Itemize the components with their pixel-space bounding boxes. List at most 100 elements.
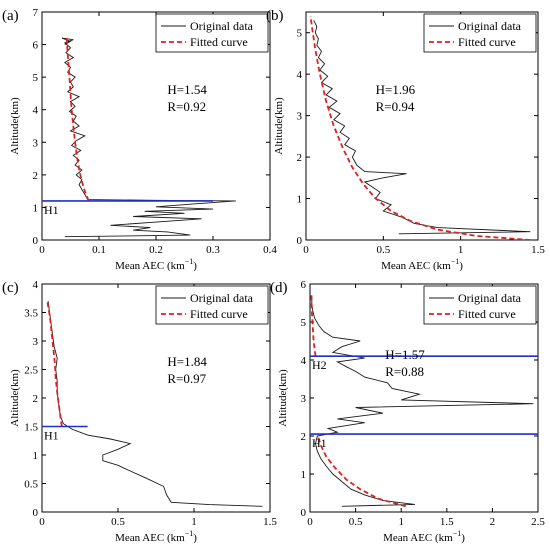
y-tick-label: 0	[301, 507, 307, 519]
y-axis-label: Altitude(km)	[277, 369, 289, 427]
y-tick-label: 0	[33, 235, 39, 247]
y-tick-label: 5	[297, 28, 303, 40]
y-tick-label: 4	[33, 105, 39, 117]
x-tick-label: 0.1	[92, 244, 106, 256]
x-axis-label: Mean AEC (km−1)	[115, 257, 197, 272]
x-axis-label-text: Mean AEC (km	[383, 532, 453, 544]
x-tick-label: 1.5	[440, 516, 454, 528]
plot-area	[42, 300, 263, 507]
series-line-1	[316, 433, 407, 508]
plot-area	[310, 295, 538, 508]
x-axis-label: Mean AEC (km−1)	[383, 529, 465, 544]
legend-entry: Fitted curve	[190, 35, 248, 49]
legend-entry: Original data	[458, 19, 522, 33]
panel-label: (a)	[2, 8, 19, 24]
y-tick-label: 2	[297, 152, 303, 164]
x-tick-label: 1	[191, 516, 197, 528]
y-axis-label: Altitude(km)	[9, 97, 21, 155]
y-tick-label: 2	[33, 393, 39, 405]
x-axis-label-close: )	[193, 532, 197, 544]
x-axis-label-close: )	[193, 260, 197, 272]
y-tick-label: 2	[301, 431, 307, 443]
legend-entry: Original data	[190, 19, 254, 33]
x-axis-label-text: Mean AEC (km	[381, 260, 451, 272]
plot-area	[42, 37, 236, 238]
annotation: H=1.57	[385, 347, 425, 362]
x-axis-label-sup: −1	[451, 257, 460, 266]
chart-panel-0: 0 0.1 0.2 0.3 0.4 0 1 2 3 4 5 6 7 Mean AEC (km−1) Alti…	[2, 7, 277, 272]
h-marker-label: H2	[312, 358, 327, 372]
series-line-2	[310, 295, 317, 357]
y-tick-label: 4	[33, 279, 39, 291]
y-tick-label: 6	[301, 279, 307, 291]
x-axis-label-text: Mean AEC (km	[115, 532, 185, 544]
series-line-0	[311, 295, 534, 507]
series-line-1	[309, 15, 531, 240]
x-axis-label: Mean AEC (km−1)	[381, 257, 463, 272]
y-tick-label: 4	[301, 355, 307, 367]
x-axis-label-text: Mean AEC (km	[115, 260, 185, 272]
legend: Original data Fitted curve	[155, 13, 269, 53]
y-tick-label: 0.5	[24, 479, 38, 491]
x-tick-label: 0.4	[263, 244, 277, 256]
series-line-1	[46, 300, 63, 427]
y-tick-label: 1.5	[24, 422, 38, 434]
legend-box	[155, 13, 269, 53]
x-axis-label-sup: −1	[453, 529, 462, 538]
series-line-0	[61, 37, 236, 238]
h-marker-label: H1	[44, 203, 59, 217]
legend: Original data Fitted curve	[423, 13, 537, 53]
legend: Original data Fitted curve	[155, 285, 269, 325]
legend-entry: Fitted curve	[458, 307, 516, 321]
legend-entry: Original data	[458, 291, 522, 305]
h-marker-label: H1	[312, 436, 327, 450]
axes-frame	[305, 11, 539, 241]
x-tick-label: 1	[458, 244, 464, 256]
y-tick-label: 4	[297, 69, 303, 81]
y-tick-label: 0	[33, 507, 39, 519]
plot-area	[309, 15, 531, 240]
annotation: H=1.84	[167, 354, 207, 369]
x-tick-label: 0.2	[149, 244, 163, 256]
legend-box	[423, 285, 537, 325]
legend-entry: Original data	[190, 291, 254, 305]
x-tick-label: 0.5	[111, 516, 125, 528]
annotation: R=0.97	[167, 371, 206, 386]
chart-panel-1: 0 0.5 1 1.5 0 1 2 3 4 5 Mean AEC (km−1) Altitude(km…	[266, 8, 545, 272]
legend: Original data Fitted curve	[423, 285, 537, 325]
chart-panel-2: 0 0.5 1 1.5 0 0.5 1 1.5 2 2.5 3 3.5 4 Mean AEC (km−1)…	[2, 279, 277, 544]
annotation: H=1.54	[167, 82, 207, 97]
y-tick-label: 1	[301, 469, 307, 481]
legend-entry: Fitted curve	[458, 35, 516, 49]
y-tick-label: 3.5	[24, 308, 38, 320]
y-tick-label: 3	[301, 393, 307, 405]
y-tick-label: 5	[301, 317, 307, 329]
x-tick-label: 1.5	[531, 244, 545, 256]
y-tick-label: 1	[33, 202, 39, 214]
annotation: R=0.88	[385, 364, 424, 379]
x-tick-label: 0.5	[349, 516, 363, 528]
y-tick-label: 3	[297, 111, 303, 123]
y-tick-label: 2	[33, 170, 39, 182]
chart-panel-3: 0 0.5 1 1.5 2 2.5 0 1 2 3 4 5 6 Mean AEC (km−1) Altitu…	[270, 279, 545, 544]
y-tick-label: 7	[33, 7, 39, 19]
panel-label: (b)	[266, 8, 284, 24]
legend-box	[155, 285, 269, 325]
x-axis-label-close: )	[461, 532, 465, 544]
x-tick-label: 0	[39, 244, 45, 256]
y-axis-label: Altitude(km)	[273, 97, 285, 155]
x-axis-label-sup: −1	[185, 257, 194, 266]
y-tick-label: 6	[33, 40, 39, 52]
h-marker-label: H1	[44, 429, 59, 443]
x-tick-label: 0.5	[376, 244, 390, 256]
x-axis-label-sup: −1	[185, 529, 194, 538]
y-tick-label: 2.5	[24, 365, 38, 377]
x-axis-label-close: )	[459, 260, 463, 272]
x-tick-label: 2	[490, 516, 496, 528]
y-axis-label: Altitude(km)	[9, 369, 21, 427]
series-line-0	[47, 301, 263, 507]
annotation: R=0.94	[376, 99, 415, 114]
y-tick-label: 5	[33, 72, 39, 84]
y-tick-label: 3	[33, 137, 39, 149]
